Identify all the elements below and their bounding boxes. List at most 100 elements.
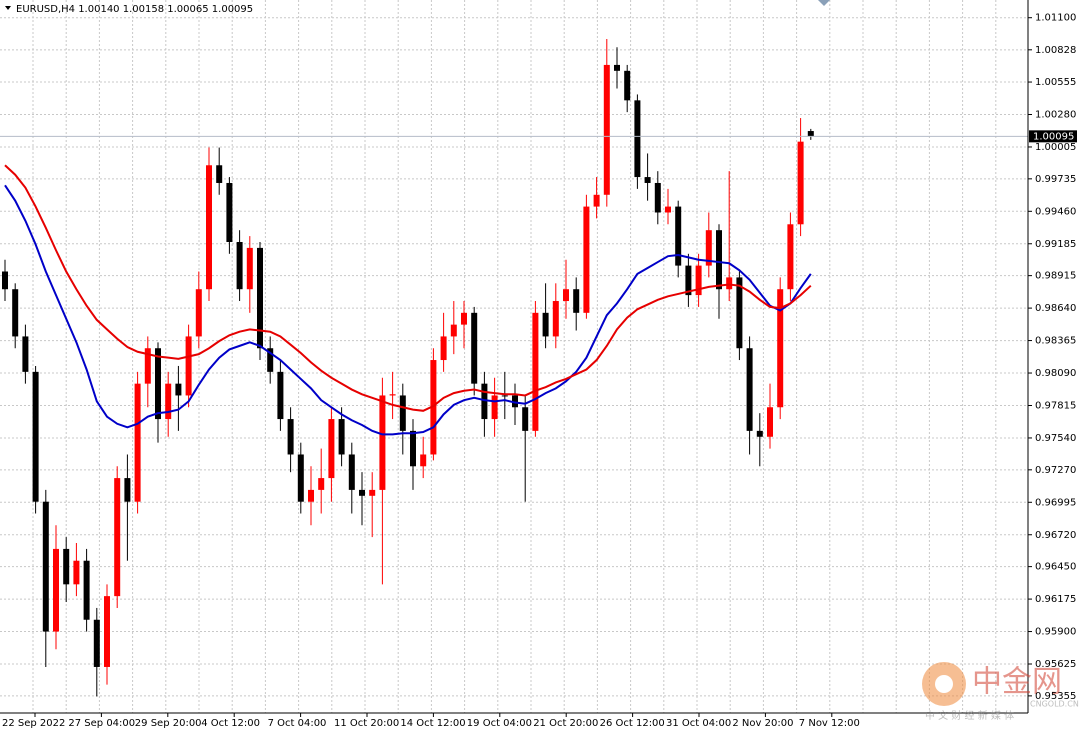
candle-body	[542, 312, 549, 337]
candle-body	[716, 230, 722, 290]
candle-body	[165, 383, 172, 420]
y-tick-label: 0.96720	[1035, 530, 1076, 541]
y-tick-label: 0.99735	[1035, 174, 1076, 185]
candle-body	[22, 336, 29, 372]
candle-body	[359, 489, 365, 496]
candle-body	[246, 247, 253, 290]
candle-body	[338, 419, 345, 455]
y-tick-label: 0.96175	[1035, 594, 1076, 605]
candle-body	[155, 348, 161, 420]
candle-body	[501, 395, 508, 397]
candle-body	[756, 430, 763, 437]
candle-body	[491, 395, 498, 420]
candle-body	[787, 224, 794, 290]
candle-body	[573, 289, 580, 313]
y-tick-label: 0.95625	[1035, 659, 1076, 670]
candle-body	[12, 289, 19, 337]
x-tick-label: 31 Oct 04:00	[666, 718, 731, 729]
candle-body	[644, 177, 651, 183]
candle-body	[328, 419, 335, 479]
candle-body	[83, 560, 90, 620]
candle-body	[695, 265, 702, 296]
candle-body	[267, 348, 274, 372]
shift-marker	[818, 0, 830, 6]
candle-body	[807, 131, 814, 137]
menu-arrow[interactable]	[5, 6, 11, 10]
candle-body	[481, 383, 488, 420]
candle-body	[2, 271, 8, 290]
candle-body	[726, 277, 733, 290]
price-label: 1.00095	[1033, 131, 1074, 142]
watermark-tagline: 中 文 财 经 新 媒 体	[925, 709, 1014, 722]
candle-body	[777, 289, 784, 408]
candle-body	[379, 395, 386, 490]
x-tick-label: 27 Sep 04:00	[68, 718, 135, 729]
candle-body	[226, 182, 233, 242]
x-tick-label: 19 Oct 04:00	[467, 718, 532, 729]
x-tick-label: 29 Sep 20:00	[135, 718, 202, 729]
candle-body	[399, 395, 406, 431]
watermark-site: CNGOLD.CN	[1030, 700, 1079, 709]
candle-body	[624, 70, 631, 101]
moving-average	[4, 164, 812, 412]
candle-body	[185, 336, 192, 396]
y-tick-label: 0.99185	[1035, 239, 1076, 250]
watermark-icon-inner	[935, 675, 953, 693]
candle-body	[134, 383, 141, 502]
candle-body	[654, 182, 661, 213]
candle-body	[461, 312, 467, 325]
moving-average	[4, 184, 812, 436]
candle-body	[277, 371, 284, 420]
chart-header: EURUSD,H4 1.00140 1.00158 1.00065 1.0009…	[16, 4, 253, 15]
watermark: 中金网 CNGOLD.CN 中 文 财 经 新 媒 体	[922, 662, 1079, 722]
candle-body	[114, 478, 121, 597]
candle-body	[420, 454, 427, 467]
candle-body	[389, 394, 396, 396]
y-tick-label: 0.95900	[1035, 627, 1076, 638]
candle-body	[318, 478, 325, 490]
candle-body	[236, 241, 243, 290]
candle-body	[532, 312, 539, 431]
y-tick-label: 0.99460	[1035, 206, 1076, 217]
candle-body	[603, 64, 610, 195]
plot	[0, 38, 1028, 697]
candle-body	[287, 419, 294, 455]
candle-body	[73, 560, 80, 585]
y-tick-label: 1.01100	[1035, 13, 1076, 24]
candle-body	[124, 478, 131, 502]
candle-body	[93, 619, 100, 667]
y-tick-label: 0.98090	[1035, 368, 1076, 379]
x-tick-label: 21 Oct 20:00	[533, 718, 598, 729]
y-tick-label: 1.00280	[1035, 110, 1076, 121]
x-tick-label: 2 Nov 20:00	[732, 718, 793, 729]
candle-body	[471, 312, 478, 384]
candle-body	[216, 165, 223, 183]
candle-body	[144, 348, 151, 384]
candle-body	[410, 430, 416, 467]
candle-body	[308, 489, 314, 502]
candle-body	[53, 548, 59, 632]
candle-body	[746, 348, 753, 431]
candle-body	[440, 336, 447, 361]
candle-body	[63, 548, 70, 585]
x-tick-label: 11 Oct 20:00	[334, 718, 399, 729]
y-tick-label: 0.97540	[1035, 433, 1076, 444]
candle-body	[583, 206, 590, 313]
price-label-box	[1029, 130, 1077, 143]
candle-body	[552, 301, 559, 337]
candle-body	[675, 206, 682, 266]
x-tick-label: 7 Oct 04:00	[268, 718, 327, 729]
candle-body	[736, 277, 743, 349]
candle-body	[32, 371, 39, 502]
candle-body	[42, 501, 49, 632]
x-tick-label: 14 Oct 12:00	[400, 718, 465, 729]
y-tick-label: 0.98640	[1035, 303, 1076, 314]
y-tick-label: 1.00828	[1035, 45, 1076, 56]
y-tick-label: 1.00555	[1035, 77, 1076, 88]
y-tick-label: 0.95355	[1035, 691, 1076, 702]
y-tick-label: 0.97270	[1035, 465, 1076, 476]
candle-body	[175, 383, 182, 396]
candle-body	[563, 289, 569, 302]
